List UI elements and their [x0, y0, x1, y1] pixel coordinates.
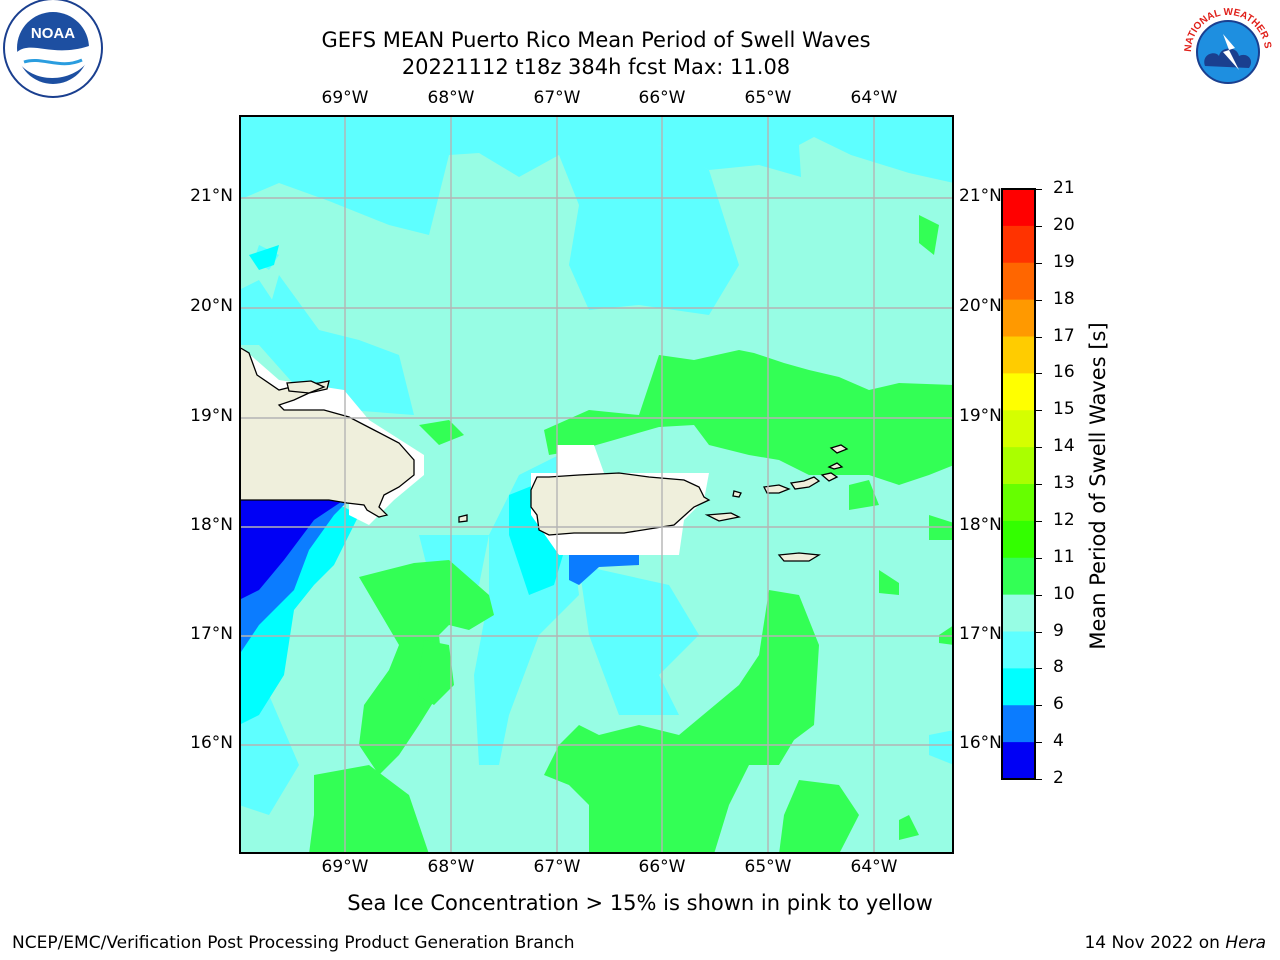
lon-label-bottom: 68°W — [427, 857, 475, 877]
chart-subtitle: 20221112 t18z 384h fcst Max: 11.08 — [401, 55, 791, 79]
swell-period-map — [239, 115, 954, 854]
colorbar-tick-mark — [1036, 520, 1042, 522]
lat-label-right: 18°N — [959, 515, 1002, 535]
colorbar-tick-label: 16 — [1053, 362, 1075, 383]
lat-label-left: 18°N — [190, 515, 233, 535]
colorbar-tick-label: 14 — [1053, 436, 1075, 457]
colorbar-band — [1002, 594, 1035, 632]
colorbar-tick-mark — [1036, 262, 1042, 264]
lon-label-top: 65°W — [744, 88, 792, 108]
colorbar-band — [1002, 520, 1035, 559]
colorbar-band — [1002, 447, 1035, 485]
noaa-logo-text: NOAA — [31, 25, 75, 42]
graticule — [239, 115, 954, 854]
colorbar-tick-mark — [1036, 189, 1042, 190]
footer-host: Hera — [1225, 933, 1266, 953]
colorbar-tick-mark — [1036, 631, 1042, 633]
map-frame — [239, 115, 954, 854]
colorbar-tick-label: 4 — [1053, 731, 1064, 752]
colorbar-tick-mark — [1036, 594, 1042, 596]
lat-label-left: 19°N — [190, 406, 233, 426]
lon-label-top: 69°W — [321, 88, 369, 108]
colorbar-tick-mark — [1036, 336, 1042, 338]
colorbar-tick-mark — [1036, 779, 1042, 780]
colorbar-band — [1002, 668, 1035, 706]
footer-date: 14 Nov 2022 on Hera — [1084, 933, 1266, 953]
colorbar-tick-mark — [1036, 705, 1042, 707]
colorbar-tick-label: 18 — [1053, 288, 1075, 309]
colorbar-band — [1002, 262, 1035, 301]
colorbar-tick-label: 2 — [1053, 768, 1064, 788]
colorbar-tick-label: 17 — [1053, 325, 1075, 346]
colorbar-label: Mean Period of Swell Waves [s] — [1086, 322, 1110, 650]
colorbar-tick-label: 21 — [1053, 178, 1075, 198]
lat-label-left: 21°N — [190, 186, 233, 206]
lon-label-top: 68°W — [427, 88, 475, 108]
colorbar-tick-label: 15 — [1053, 399, 1075, 420]
lat-label-left: 17°N — [190, 624, 233, 644]
colorbar — [1001, 188, 1036, 780]
colorbar-tick-mark — [1036, 410, 1042, 412]
colorbar-tick-label: 13 — [1053, 473, 1075, 493]
lat-label-left: 20°N — [190, 296, 233, 316]
lon-label-bottom: 65°W — [744, 857, 792, 877]
colorbar-tick-label: 20 — [1053, 214, 1075, 235]
colorbar-tick-label: 8 — [1053, 657, 1064, 678]
contour-2-4 — [239, 500, 344, 600]
colorbar-tick-label: 11 — [1053, 546, 1075, 567]
lat-label-right: 19°N — [959, 406, 1002, 426]
colorbar-band — [1002, 631, 1035, 669]
lat-label-left: 16°N — [190, 733, 233, 753]
landmass — [239, 346, 849, 562]
lon-label-bottom: 66°W — [638, 857, 686, 877]
colorbar-band — [1002, 410, 1035, 448]
noaa-logo: NOAA — [3, 0, 103, 98]
lon-label-bottom: 69°W — [321, 857, 369, 877]
colorbar-tick-label: 6 — [1053, 694, 1064, 715]
lon-label-top: 64°W — [850, 88, 898, 108]
colorbar-band — [1002, 336, 1035, 374]
lat-label-right: 16°N — [959, 733, 1002, 753]
colorbar-tick-mark — [1036, 447, 1042, 449]
colorbar-tick-mark — [1036, 299, 1042, 301]
colorbar-band — [1002, 557, 1035, 596]
nws-logo: NATIONAL WEATHER SERVICE — [1177, 0, 1275, 99]
colorbar-tick-mark — [1036, 225, 1042, 227]
lon-label-bottom: 67°W — [533, 857, 581, 877]
lon-label-bottom: 64°W — [850, 857, 898, 877]
lat-label-right: 17°N — [959, 624, 1002, 644]
colorbar-band — [1002, 484, 1035, 522]
chart-title: GEFS MEAN Puerto Rico Mean Period of Swe… — [321, 28, 871, 52]
colorbar-tick-label: 9 — [1053, 620, 1064, 641]
footer-date-text: 14 Nov 2022 on — [1084, 933, 1226, 953]
colorbar-band — [1002, 225, 1035, 264]
footer-credit: NCEP/EMC/Verification Post Processing Pr… — [12, 933, 575, 953]
colorbar-band — [1002, 742, 1035, 780]
colorbar-band — [1002, 705, 1035, 743]
colorbar-band — [1002, 299, 1035, 337]
lon-label-top: 66°W — [638, 88, 686, 108]
lon-label-top: 67°W — [533, 88, 581, 108]
colorbar-tick-label: 19 — [1053, 251, 1075, 272]
puerto-rico-land — [530, 472, 711, 536]
colorbar-tick-mark — [1036, 668, 1042, 670]
colorbar-band — [1002, 373, 1035, 411]
sea-ice-note: Sea Ice Concentration > 15% is shown in … — [347, 891, 933, 915]
colorbar-band — [1002, 189, 1035, 227]
colorbar-tick-mark — [1036, 557, 1042, 559]
lat-label-right: 21°N — [959, 186, 1002, 206]
colorbar-tick-mark — [1036, 742, 1042, 744]
lat-label-right: 20°N — [959, 296, 1002, 316]
colorbar-tick-label: 12 — [1053, 509, 1075, 530]
colorbar-tick-label: 10 — [1053, 583, 1075, 604]
colorbar-tick-mark — [1036, 484, 1042, 485]
colorbar-tick-mark — [1036, 373, 1042, 375]
